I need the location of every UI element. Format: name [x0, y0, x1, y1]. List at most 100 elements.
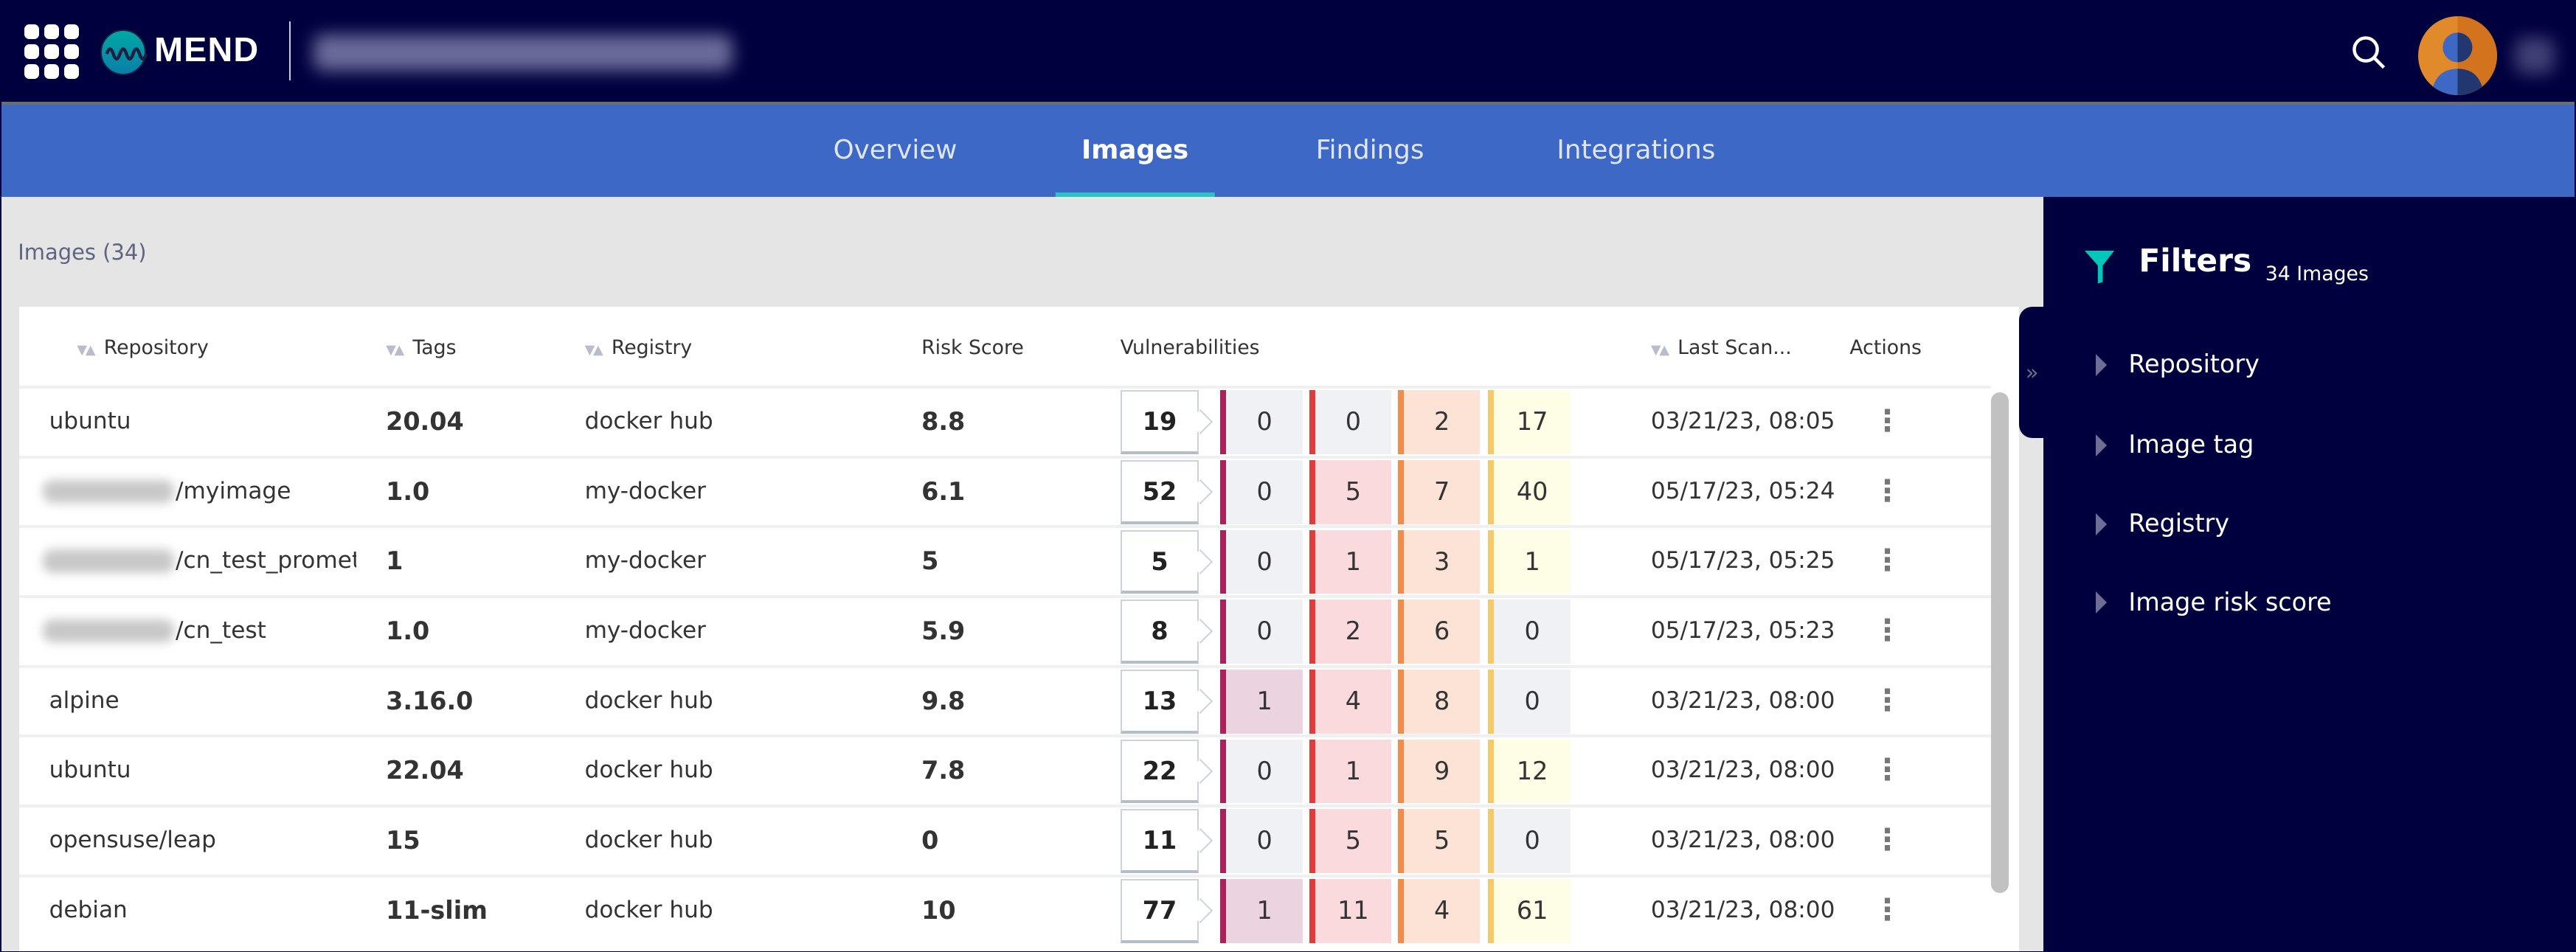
repository-cell[interactable]: ubuntu [49, 757, 131, 784]
product-name-redacted [314, 34, 733, 71]
vulnerability-total: 22 [1120, 739, 1199, 804]
sort-icon[interactable]: ▼▲ [77, 342, 95, 358]
low-count: 0 [1488, 809, 1571, 874]
sort-icon[interactable]: ▼▲ [1650, 342, 1669, 358]
critical-count: 1 [1220, 878, 1303, 943]
table-row[interactable]: ubuntu 20.04 docker hub 8.8 19 0 0 2 17 03/21/23,… [19, 386, 1991, 455]
high-count: 1 [1309, 529, 1392, 594]
more-actions-icon[interactable]: ⋮ [1872, 614, 1902, 648]
risk-score-cell: 7.8 [921, 756, 966, 785]
last-scan-cell: 05/17/23, 05:23 [1650, 617, 1835, 644]
col-repository[interactable]: ▼▲ Repository [77, 336, 209, 360]
table-row[interactable]: ubuntu 22.04 docker hub 7.8 22 0 1 9 12 03/21/23,… [19, 734, 1991, 804]
tab-findings[interactable]: Findings [1315, 134, 1424, 165]
repository-cell[interactable]: /myimage [176, 477, 291, 504]
registry-cell: my-docker [584, 617, 706, 644]
vulnerability-total: 77 [1120, 878, 1199, 943]
low-count: 17 [1488, 390, 1571, 455]
main-nav: Overview Images Findings Integrations [1, 101, 2575, 197]
filters-count: 34 Images [2265, 263, 2369, 286]
low-count: 40 [1488, 459, 1571, 524]
repository-cell[interactable]: /cn_test [176, 617, 266, 644]
repository-cell[interactable]: /cn_test_promet [176, 547, 357, 574]
low-count: 0 [1488, 669, 1571, 734]
collapse-panel-button[interactable]: » [2018, 307, 2046, 439]
tab-images[interactable]: Images [1055, 105, 1215, 197]
registry-cell: my-docker [584, 477, 706, 504]
sort-icon[interactable]: ▼▲ [584, 342, 603, 358]
apps-grid-icon[interactable] [24, 24, 79, 79]
scrollbar[interactable] [1990, 392, 2009, 894]
avatar[interactable] [2417, 16, 2497, 95]
repository-cell[interactable]: opensuse/leap [49, 826, 216, 853]
more-actions-icon[interactable]: ⋮ [1872, 543, 1902, 578]
registry-cell: my-docker [584, 547, 706, 574]
medium-count: 6 [1397, 600, 1481, 664]
filter-registry[interactable]: Registry [2096, 509, 2229, 538]
table-row[interactable]: opensuse/leap 15 docker hub 0 11 0 5 5 0 03/21/23… [19, 804, 1991, 874]
table-row[interactable]: /cn_test_promet 1 my-docker 5 5 0 1 3 1 05/17/23,… [19, 525, 1991, 594]
tag-cell: 20.04 [386, 407, 464, 437]
high-count: 2 [1309, 600, 1392, 664]
last-scan-cell: 03/21/23, 08:00 [1650, 826, 1835, 853]
table-row[interactable]: /cn_test 1.0 my-docker 5.9 8 0 2 6 0 05/17/23, 05… [19, 595, 1991, 664]
filter-image-risk-score[interactable]: Image risk score [2096, 588, 2332, 616]
last-scan-cell: 05/17/23, 05:24 [1650, 477, 1835, 504]
filters-panel: Filters 34 Images Repository Image tag R… [2043, 197, 2575, 951]
medium-count: 7 [1397, 459, 1481, 524]
col-risk-score: Risk Score [921, 336, 1024, 360]
more-actions-icon[interactable]: ⋮ [1872, 892, 1902, 927]
registry-cell: docker hub [584, 757, 713, 784]
critical-count: 0 [1220, 529, 1303, 594]
critical-count: 0 [1220, 809, 1303, 874]
vulnerability-total: 8 [1120, 600, 1199, 664]
more-actions-icon[interactable]: ⋮ [1872, 683, 1902, 718]
col-actions: Actions [1849, 336, 1922, 360]
divider [288, 21, 291, 80]
low-count: 0 [1488, 600, 1571, 664]
repository-cell[interactable]: alpine [49, 687, 120, 714]
high-count: 0 [1309, 390, 1392, 455]
last-scan-cell: 03/21/23, 08:05 [1650, 408, 1835, 435]
tag-cell: 1 [386, 546, 404, 576]
caret-right-icon [2096, 434, 2107, 456]
search-icon[interactable] [2351, 35, 2387, 77]
high-count: 5 [1309, 809, 1392, 874]
brand-name: MEND [154, 29, 260, 69]
col-tags[interactable]: ▼▲ Tags [386, 336, 457, 360]
caret-right-icon [2096, 513, 2107, 535]
critical-count: 0 [1220, 459, 1303, 524]
medium-count: 5 [1397, 809, 1481, 874]
tag-cell: 3.16.0 [386, 686, 474, 715]
table-row[interactable]: alpine 3.16.0 docker hub 9.8 13 1 4 8 0 03/21/23,… [19, 664, 1991, 734]
tab-overview[interactable]: Overview [833, 134, 958, 165]
username-redacted [2515, 37, 2555, 74]
tag-cell: 11-slim [386, 895, 488, 925]
sort-icon[interactable]: ▼▲ [386, 342, 404, 358]
more-actions-icon[interactable]: ⋮ [1872, 404, 1902, 439]
medium-count: 9 [1397, 739, 1481, 804]
col-registry[interactable]: ▼▲ Registry [584, 336, 693, 360]
risk-score-cell: 9.8 [921, 686, 966, 715]
critical-count: 1 [1220, 669, 1303, 734]
low-count: 61 [1488, 878, 1571, 943]
tab-integrations[interactable]: Integrations [1557, 134, 1716, 165]
table-row[interactable]: debian 11-slim docker hub 10 77 1 11 4 61 03/21/2… [19, 874, 1991, 944]
risk-score-cell: 5.9 [921, 616, 966, 646]
filter-repository[interactable]: Repository [2096, 350, 2260, 378]
col-last-scan[interactable]: ▼▲ Last Scan... [1650, 336, 1792, 360]
filter-image-tag[interactable]: Image tag [2096, 430, 2254, 459]
last-scan-cell: 03/21/23, 08:00 [1650, 687, 1835, 714]
tag-cell: 1.0 [386, 476, 430, 506]
repository-cell[interactable]: ubuntu [49, 408, 131, 435]
top-bar: MEND [1, 1, 2575, 102]
more-actions-icon[interactable]: ⋮ [1872, 473, 1902, 508]
risk-score-cell: 8.8 [921, 407, 966, 437]
repository-cell[interactable]: debian [49, 896, 128, 923]
tag-cell: 1.0 [386, 616, 430, 646]
more-actions-icon[interactable]: ⋮ [1872, 753, 1902, 788]
critical-count: 0 [1220, 390, 1303, 455]
registry-cell: docker hub [584, 687, 713, 714]
more-actions-icon[interactable]: ⋮ [1872, 822, 1902, 857]
table-row[interactable]: /myimage 1.0 my-docker 6.1 52 0 5 7 40 05/17/23, … [19, 455, 1991, 525]
